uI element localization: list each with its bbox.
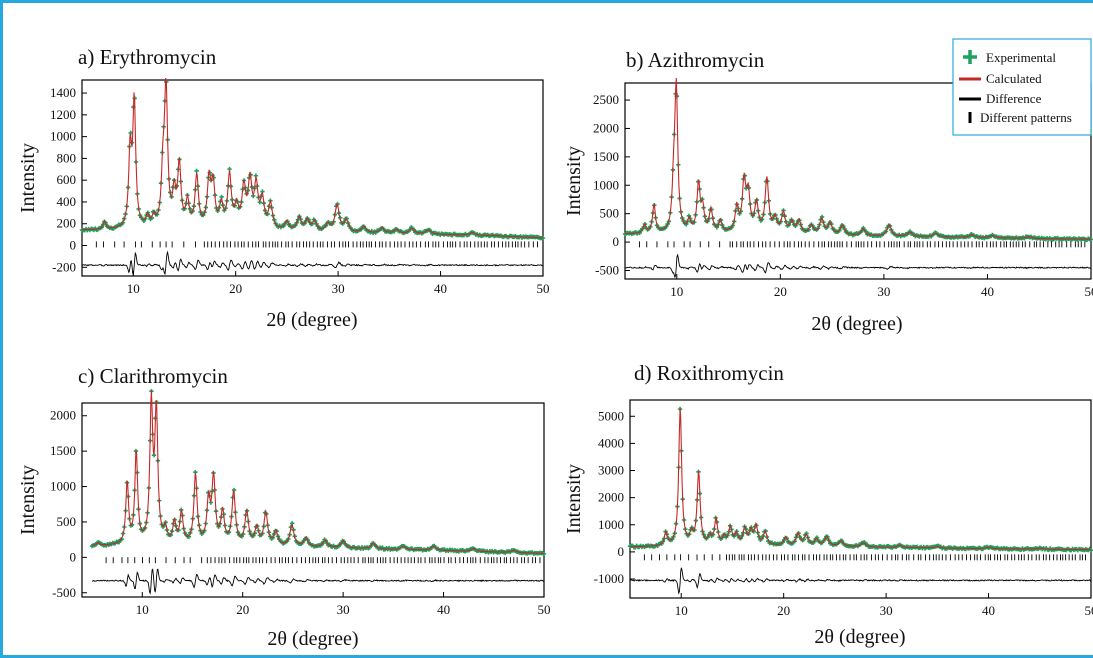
panel-d-xtick-label: 10 — [675, 603, 688, 618]
panel-b-ytick-label: 1000 — [593, 177, 619, 192]
panel-a-ytick-label: 0 — [70, 238, 77, 253]
panel-a: a) Erythromycin Intensity 2θ (degree) -2… — [17, 45, 550, 331]
panel-a-ytick-label: 200 — [57, 216, 77, 231]
panel-d-calculated-line — [630, 407, 1091, 551]
panel-c-xtick-label: 20 — [236, 602, 249, 617]
panel-a-difference-line — [81, 250, 544, 276]
panel-d-xtick-label: 20 — [777, 603, 790, 618]
panel-c-ytick-label: 2000 — [50, 408, 76, 423]
legend-patterns-label: Different patterns — [980, 110, 1072, 125]
panel-a-calculated-line — [82, 77, 543, 239]
panel-a-ytick-label: 1200 — [50, 107, 76, 122]
panel-d-xtick-label: 40 — [982, 603, 995, 618]
panel-b-ytick-label: 2000 — [593, 120, 619, 135]
panel-b-ytick-label: -500 — [595, 262, 619, 277]
panel-c-x-axis-label: 2θ (degree) — [267, 628, 358, 650]
panel-c-xtick-label: 50 — [538, 602, 551, 617]
panel-d-ytick-label: -1000 — [594, 571, 624, 586]
panel-a-ytick-label: 400 — [57, 194, 77, 209]
panel-c-ytick-label: -500 — [52, 585, 76, 600]
panel-d-difference-line — [629, 567, 1092, 595]
legend-calculated-label: Calculated — [986, 71, 1042, 86]
panel-d-xtick-label: 30 — [880, 603, 893, 618]
panel-a-ytick-label: 600 — [57, 172, 77, 187]
panel-c-xtick-label: 10 — [136, 602, 149, 617]
panel-a-x-axis-label: 2θ (degree) — [266, 309, 357, 331]
panel-a-ytick-label: -200 — [52, 259, 76, 274]
panel-a-experimental-point — [194, 168, 199, 174]
panel-b-x-axis-label: 2θ (degree) — [811, 313, 902, 335]
panel-b-ytick-label: 2500 — [593, 92, 619, 107]
panel-a-ytick-label: 800 — [57, 150, 77, 165]
panel-c-plot-area — [81, 402, 545, 598]
panel-c-ytick-label: 500 — [57, 514, 77, 529]
panel-c-xtick-label: 30 — [337, 602, 350, 617]
panel-a-plot-area — [81, 79, 544, 277]
panel-c-reflections — [105, 557, 541, 564]
panel-a-reflections — [95, 241, 538, 248]
panel-b-xtick-label: 30 — [877, 284, 890, 299]
panel-a-xtick-label: 50 — [537, 281, 550, 296]
panel-c-ytick-label: 0 — [70, 549, 77, 564]
panel-b-ytick-label: 500 — [600, 206, 620, 221]
panel-b-xtick-label: 10 — [670, 284, 683, 299]
panel-a-y-axis-label: Intensity — [17, 143, 39, 213]
panel-b-title: b) Azithromycin — [626, 48, 765, 72]
panel-b: b) Azithromycin Intensity 2θ (degree) -5… — [563, 48, 1093, 335]
panel-c: c) Clarithromycin Intensity 2θ (degree) … — [17, 364, 551, 650]
legend-experimental-marker — [963, 50, 977, 64]
panel-b-xtick-label: 20 — [774, 284, 787, 299]
panel-a-title: a) Erythromycin — [78, 45, 217, 69]
panel-c-y-axis-label: Intensity — [17, 465, 39, 535]
panel-b-calculated-line — [625, 77, 1091, 240]
panel-b-difference-line — [624, 254, 1092, 279]
panel-c-xtick-label: 40 — [437, 602, 450, 617]
panel-a-xtick-label: 30 — [332, 281, 345, 296]
panel-c-difference-line — [91, 568, 545, 595]
panel-c-ytick-label: 1000 — [50, 479, 76, 494]
panel-c-title: c) Clarithromycin — [78, 364, 228, 388]
legend-difference-label: Difference — [986, 91, 1042, 106]
panel-d-ytick-label: 4000 — [598, 435, 624, 450]
panel-d-ytick-label: 5000 — [598, 408, 624, 423]
legend-box — [952, 38, 1092, 136]
panel-d-title: d) Roxithromycin — [634, 361, 784, 385]
panel-a-xtick-label: 10 — [127, 281, 140, 296]
panel-b-plot-area — [624, 82, 1092, 280]
panel-d-ytick-label: 1000 — [598, 517, 624, 532]
panel-b-reflections — [639, 241, 1086, 248]
panel-d-plot-area — [629, 399, 1092, 599]
panel-d-y-axis-label: Intensity — [563, 464, 585, 534]
panel-b-xtick-label: 50 — [1085, 284, 1093, 299]
panel-d: d) Roxithromycin Intensity 2θ (degree) -… — [563, 361, 1093, 648]
panel-d-ytick-label: 0 — [618, 544, 625, 559]
panel-c-ytick-label: 1500 — [50, 443, 76, 458]
panel-d-ytick-label: 2000 — [598, 490, 624, 505]
panel-a-xtick-label: 20 — [229, 281, 242, 296]
panel-c-calculated-line — [92, 390, 544, 554]
legend-experimental-label: Experimental — [986, 50, 1056, 65]
panel-b-xtick-label: 40 — [981, 284, 994, 299]
legend: Experimental Calculated Difference Diffe… — [952, 38, 1092, 136]
panel-a-ytick-label: 1000 — [50, 129, 76, 144]
panel-b-ytick-label: 0 — [613, 234, 620, 249]
panel-b-y-axis-label: Intensity — [563, 146, 585, 216]
panel-d-x-axis-label: 2θ (degree) — [814, 626, 905, 648]
panel-a-ytick-label: 1400 — [50, 85, 76, 100]
panel-b-ytick-label: 1500 — [593, 149, 619, 164]
panel-a-xtick-label: 40 — [434, 281, 447, 296]
panel-d-ytick-label: 3000 — [598, 463, 624, 478]
panel-d-reflections — [643, 554, 1086, 561]
panel-d-xtick-label: 50 — [1085, 603, 1093, 618]
